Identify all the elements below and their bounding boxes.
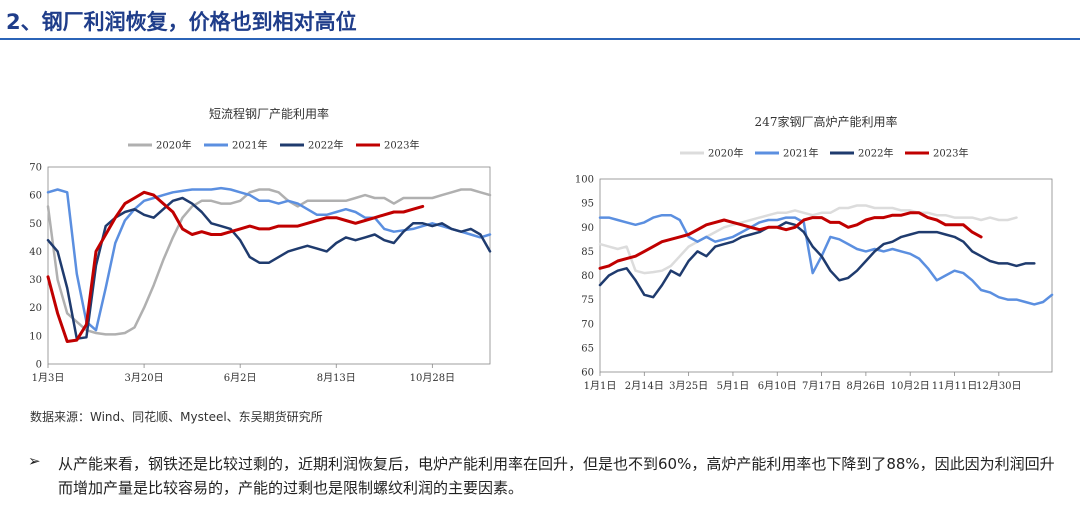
y-tick-label: 20 <box>29 303 42 314</box>
y-tick-label: 90 <box>581 223 594 234</box>
plot-frame <box>599 178 1053 373</box>
x-tick-label: 1月1日 <box>584 380 617 392</box>
bullet-arrow-icon: ➢ <box>28 453 41 470</box>
y-tick-label: 50 <box>29 219 42 230</box>
x-tick-label: 6月10日 <box>758 380 797 392</box>
x-tick-label: 8月26日 <box>846 380 885 392</box>
x-tick-label: 3月20日 <box>125 372 164 384</box>
legend-label: 2022年 <box>858 147 893 160</box>
legend-label: 2023年 <box>933 147 968 160</box>
summary-text: 从产能来看，钢铁还是比较过剩的，近期利润恢复后，电炉产能利用率在回升，但是也不到… <box>58 455 1055 497</box>
x-tick-label: 11月11日 <box>932 380 977 392</box>
y-tick-label: 30 <box>29 275 42 286</box>
x-tick-label: 3月25日 <box>669 380 708 392</box>
charts-area: 短流程钢厂产能利用率 2020年 2021年 2022年 2023年 0 10 20 30 40 5… <box>29 106 1054 392</box>
x-tick-label: 8月13日 <box>317 372 356 384</box>
series-line-2020年 <box>46 188 492 336</box>
y-tick-label: 75 <box>581 295 594 306</box>
legend-label: 2020年 <box>708 147 743 160</box>
legend-label: 2020年 <box>156 139 191 152</box>
legend-label: 2021年 <box>783 147 818 160</box>
title-divider <box>0 38 1080 40</box>
summary-bullet: ➢ 从产能来看，钢铁还是比较过剩的，近期利润恢复后，电炉产能利用率在回升，但是也… <box>28 452 1068 500</box>
y-tick-label: 40 <box>29 247 42 258</box>
legend-label: 2022年 <box>308 139 343 152</box>
chart-2: 247家钢厂高炉产能利用率 2020年 2021年 2022年 2023年 60 65 70 7… <box>575 114 1054 392</box>
y-tick-label: 70 <box>29 163 42 174</box>
series-line-2023年 <box>598 211 983 270</box>
y-tick-label: 0 <box>36 360 42 371</box>
series-line-2021年 <box>598 213 1054 306</box>
chart-title: 短流程钢厂产能利用率 <box>209 106 329 121</box>
page-title: 2、钢厂利润恢复，价格也到相对高位 <box>6 10 357 34</box>
x-tick-label: 2月14日 <box>625 380 664 392</box>
x-tick-label: 10月2日 <box>891 380 930 392</box>
y-tick-label: 65 <box>581 343 594 354</box>
y-tick-label: 10 <box>29 331 42 342</box>
series-line-2022年 <box>598 221 1036 299</box>
y-tick-label: 70 <box>581 319 594 330</box>
x-tick-label: 12月30日 <box>976 380 1021 392</box>
y-tick-label: 60 <box>581 368 594 379</box>
y-tick-label: 100 <box>575 175 594 186</box>
series-line-2022年 <box>46 196 492 340</box>
y-tick-label: 95 <box>581 199 594 210</box>
x-tick-label: 5月1日 <box>717 380 750 392</box>
series-line-2020年 <box>598 204 1018 275</box>
series-line-2023年 <box>46 190 425 343</box>
x-tick-label: 1月3日 <box>32 372 65 384</box>
x-tick-label: 6月2日 <box>224 372 257 384</box>
chart-title: 247家钢厂高炉产能利用率 <box>755 114 898 129</box>
data-source-note: 数据来源：Wind、同花顺、Mysteel、东吴期货研究所 <box>30 410 323 424</box>
plot-frame <box>47 166 491 365</box>
legend-label: 2021年 <box>232 139 267 152</box>
legend-label: 2023年 <box>384 139 419 152</box>
x-tick-label: 7月17日 <box>802 380 841 392</box>
series-line-2021年 <box>46 186 492 332</box>
chart-1: 短流程钢厂产能利用率 2020年 2021年 2022年 2023年 0 10 20 30 40 5… <box>29 106 492 384</box>
y-tick-label: 60 <box>29 191 42 202</box>
y-tick-label: 80 <box>581 271 594 282</box>
x-tick-label: 10月28日 <box>410 372 455 384</box>
y-tick-label: 85 <box>581 247 594 258</box>
